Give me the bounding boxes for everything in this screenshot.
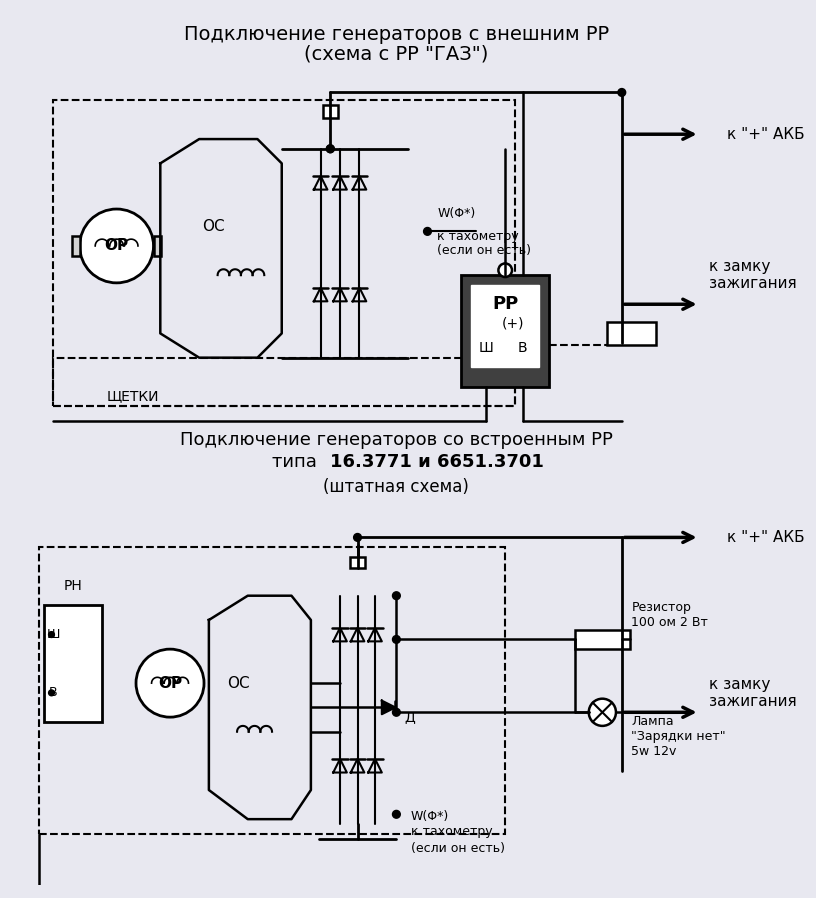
Bar: [44, 605, 102, 722]
Bar: [322, 105, 338, 118]
Text: (схема с РР "ГАЗ"): (схема с РР "ГАЗ"): [304, 44, 489, 63]
Bar: [350, 557, 366, 568]
Bar: [607, 321, 656, 345]
Circle shape: [80, 209, 153, 283]
Circle shape: [326, 145, 335, 153]
Text: РР: РР: [492, 295, 518, 313]
Text: ОС: ОС: [227, 675, 250, 691]
Text: к замку
зажигания: к замку зажигания: [709, 259, 797, 291]
Text: (+): (+): [502, 317, 524, 330]
Text: Ш: Ш: [478, 341, 493, 355]
Text: ОС: ОС: [202, 219, 225, 234]
Circle shape: [353, 533, 361, 541]
Text: к замку
зажигания: к замку зажигания: [709, 677, 797, 709]
Text: 16.3771 и 6651.3701: 16.3771 и 6651.3701: [330, 453, 544, 471]
Bar: [53, 357, 515, 406]
Text: W(Φ*): W(Φ*): [411, 810, 450, 823]
Text: Подключение генераторов с внешним РР: Подключение генераторов с внешним РР: [184, 24, 609, 44]
Circle shape: [392, 636, 401, 643]
Bar: [39, 547, 505, 833]
Text: к "+" АКБ: к "+" АКБ: [727, 127, 805, 142]
Bar: [462, 275, 549, 387]
Circle shape: [618, 89, 626, 96]
Circle shape: [392, 709, 401, 717]
Text: (если он есть): (если он есть): [437, 244, 531, 258]
Text: ЩЕТКИ: ЩЕТКИ: [107, 390, 159, 403]
Circle shape: [49, 631, 55, 638]
Bar: [575, 629, 630, 649]
Bar: [72, 236, 80, 256]
Circle shape: [49, 690, 55, 696]
Bar: [153, 236, 162, 256]
Circle shape: [392, 810, 401, 818]
Text: Резистор
100 ом 2 Вт: Резистор 100 ом 2 Вт: [632, 601, 708, 629]
Text: ОР: ОР: [158, 675, 182, 691]
Bar: [53, 101, 515, 406]
Text: В: В: [518, 341, 527, 355]
Text: типа: типа: [272, 453, 328, 471]
Text: W(Φ*): W(Φ*): [437, 207, 476, 220]
Text: Д: Д: [405, 710, 415, 724]
Bar: [471, 285, 539, 367]
Circle shape: [326, 145, 335, 153]
Text: Лампа
"Зарядки нет"
5w 12v: Лампа "Зарядки нет" 5w 12v: [632, 715, 726, 758]
Text: В: В: [49, 686, 58, 700]
Text: РН: РН: [64, 579, 82, 593]
Circle shape: [392, 592, 401, 600]
Text: к "+" АКБ: к "+" АКБ: [727, 530, 805, 545]
Text: Подключение генераторов со встроенным РР: Подключение генераторов со встроенным РР: [180, 431, 613, 449]
Text: ОР: ОР: [104, 239, 129, 253]
Circle shape: [136, 649, 204, 718]
Polygon shape: [382, 700, 396, 714]
Circle shape: [499, 263, 512, 277]
Text: (если он есть): (если он есть): [411, 841, 505, 855]
Text: к тахометру: к тахометру: [437, 230, 519, 242]
Circle shape: [424, 227, 432, 235]
Text: (штатная схема): (штатная схема): [323, 478, 469, 496]
Text: Ш: Ш: [47, 628, 60, 641]
Text: к тахометру: к тахометру: [411, 825, 493, 839]
Circle shape: [589, 699, 616, 726]
